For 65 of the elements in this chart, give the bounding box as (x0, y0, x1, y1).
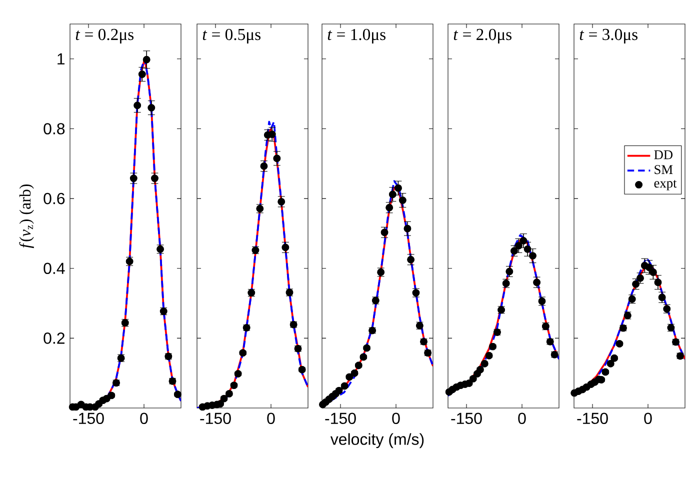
legend-label: DD (654, 150, 673, 160)
x-axis-title: velocity (m/s) (330, 433, 424, 448)
point (602, 368, 610, 376)
point (239, 349, 247, 357)
chart-title: t = 3.0μs (580, 28, 638, 44)
x-tick-label: -150 (577, 412, 608, 424)
x-tick-label: 0 (267, 412, 275, 424)
point (282, 244, 290, 252)
point (485, 352, 493, 360)
point (298, 366, 306, 374)
legend-label: expt (654, 180, 677, 190)
y-tick-label: 0.4 (44, 262, 65, 274)
point (174, 390, 182, 398)
point (360, 353, 368, 361)
x-tick-label: -150 (451, 412, 482, 424)
chart-title: t = 2.0μs (454, 28, 512, 44)
point (273, 154, 281, 162)
point (230, 382, 238, 390)
point (528, 252, 536, 260)
point (404, 224, 412, 232)
point (476, 366, 484, 374)
x-tick-label: 0 (140, 412, 148, 424)
point (407, 256, 415, 264)
point (138, 70, 146, 78)
point (268, 130, 276, 138)
chart-title: t = 0.5μs (202, 28, 260, 44)
point (610, 354, 618, 362)
point (134, 102, 142, 110)
point (616, 340, 624, 348)
point (480, 360, 488, 368)
y-tick-label: 0.8 (44, 123, 65, 134)
point (354, 362, 362, 370)
point (148, 104, 156, 112)
x-tick-label: -150 (325, 412, 356, 424)
point (234, 370, 242, 378)
y-axis-title: f(v$_{z}$) (arb) (19, 184, 34, 248)
point (130, 174, 138, 182)
point (469, 374, 477, 382)
x-tick-label: 0 (518, 412, 526, 424)
chart-title: t = 0.2μs (76, 28, 134, 44)
point (380, 228, 388, 236)
x-tick-label: -150 (73, 412, 104, 424)
point (278, 198, 286, 206)
y-tick-label: 0.6 (44, 192, 65, 204)
point (533, 278, 541, 286)
point (260, 162, 268, 170)
point (388, 190, 396, 198)
point (654, 278, 662, 286)
point (398, 196, 406, 204)
point (394, 184, 402, 192)
point (142, 56, 150, 64)
point (150, 174, 158, 182)
y-tick-label: 1 (58, 53, 65, 64)
point (489, 342, 497, 350)
x-tick-label: 0 (644, 412, 652, 424)
x-tick-label: 0 (392, 412, 400, 424)
point (108, 392, 116, 400)
point (216, 400, 224, 408)
point (363, 344, 371, 352)
point (606, 360, 614, 368)
x-tick-label: -150 (200, 412, 231, 424)
legend-label: SM (654, 165, 673, 174)
chart-title: t = 1.0μs (328, 28, 386, 44)
point (524, 245, 532, 253)
y-tick-label: 0.2 (44, 332, 64, 344)
